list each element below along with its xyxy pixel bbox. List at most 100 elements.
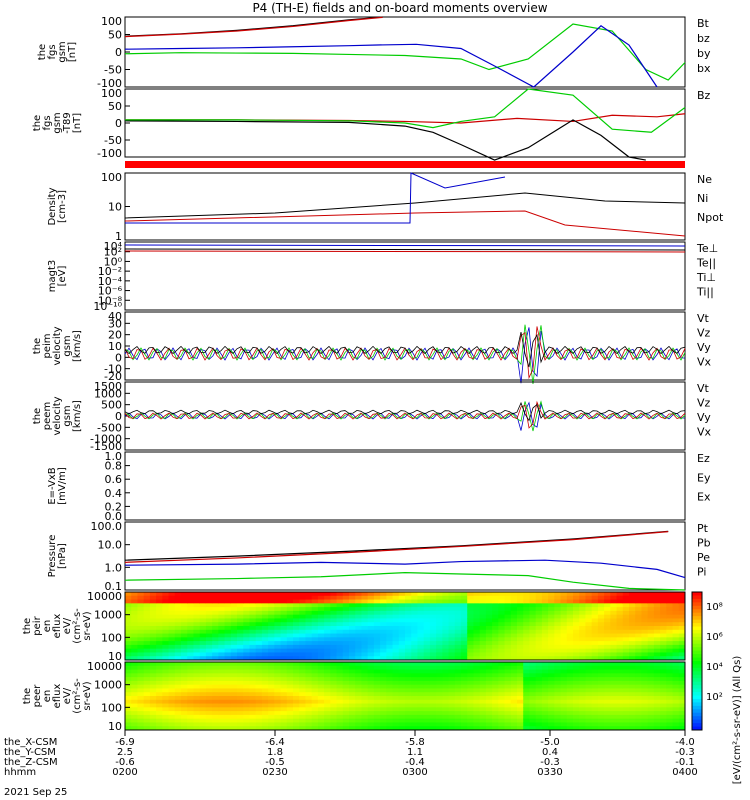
spectrogram-cell <box>205 703 213 708</box>
spectrogram-cell <box>168 680 176 686</box>
spectrogram-cell <box>274 633 282 638</box>
spectrogram-cell <box>342 599 350 604</box>
spectrogram-cell <box>529 614 537 619</box>
spectrogram-cell <box>523 722 530 727</box>
spectrogram-cell <box>373 592 381 597</box>
spectrogram-cell <box>610 665 618 671</box>
spectrogram-cell <box>224 703 232 708</box>
spectrogram-cell <box>237 696 244 701</box>
spectrogram-cell <box>255 626 263 631</box>
spectrogram-cell <box>249 633 257 638</box>
spectrogram-cell <box>597 622 605 627</box>
spectrogram-cell <box>324 656 331 661</box>
spectrogram-cell <box>286 711 294 716</box>
spectrogram-cell <box>218 692 226 697</box>
spectrogram-cell <box>517 610 524 616</box>
spectrogram-cell <box>573 677 580 682</box>
spectrogram-cell <box>398 688 406 693</box>
spectrogram-cell <box>641 684 649 689</box>
spectrogram-cell <box>324 629 331 635</box>
spectrogram-cell <box>541 696 549 701</box>
spectrogram-cell <box>448 618 456 623</box>
spectrogram-cell <box>504 665 512 671</box>
spectrogram-cell <box>293 599 300 604</box>
spectrogram-cell <box>380 614 387 619</box>
spectrogram-cell <box>324 622 331 627</box>
spectrogram-cell <box>629 592 636 597</box>
spectrogram-cell <box>131 644 138 650</box>
spectrogram-cell <box>622 714 630 720</box>
spectrogram-cell <box>311 688 319 693</box>
spectrogram-cell <box>330 722 338 727</box>
spectrogram-cell <box>610 614 618 619</box>
spectrogram-cell <box>485 711 493 716</box>
spectrogram-cell <box>386 637 394 642</box>
spectrogram-cell <box>336 703 344 708</box>
spectrogram-cell <box>411 614 418 619</box>
y-tick-label: 10⁻¹⁰ <box>93 300 122 313</box>
spectrogram-cell <box>417 665 425 671</box>
spectrogram-cell <box>361 673 369 678</box>
spectrogram-cell <box>629 595 636 601</box>
spectrogram-cell <box>579 677 586 682</box>
spectrogram-cell <box>336 711 344 716</box>
spectrogram-cell <box>498 684 506 689</box>
spectrogram-cell <box>174 599 182 604</box>
spectrogram-cell <box>330 673 338 678</box>
spectrogram-cell <box>417 610 425 616</box>
spectrogram-cell <box>448 684 456 689</box>
spectrogram-cell <box>330 622 338 627</box>
spectrogram-cell <box>255 629 263 635</box>
spectrogram-cell <box>286 692 294 697</box>
spectrogram-cell <box>454 726 462 731</box>
spectrogram-cell <box>349 669 356 674</box>
spectrogram-cell <box>498 696 506 701</box>
spectrogram-cell <box>405 726 412 731</box>
spectrogram-cell <box>678 673 686 678</box>
spectrogram-cell <box>181 665 188 671</box>
spectrogram-cell <box>629 711 636 716</box>
spectrogram-cell <box>591 629 599 635</box>
spectrogram-cell <box>237 692 244 697</box>
spectrogram-cell <box>193 595 201 601</box>
spectrogram-cell <box>131 629 138 635</box>
spectrogram-cell <box>523 692 530 697</box>
spectrogram-cell <box>666 644 674 650</box>
spectrogram-cell <box>168 711 176 716</box>
spectrogram-cell <box>324 633 331 638</box>
spectrogram-cell <box>230 610 238 616</box>
spectrogram-cell <box>336 610 344 616</box>
spectrogram-cell <box>398 722 406 727</box>
spectrogram-cell <box>237 610 244 616</box>
spectrogram-cell <box>224 592 232 597</box>
spectrogram-cell <box>423 711 431 716</box>
spectrogram-cell <box>330 629 338 635</box>
spectrogram-cell <box>616 707 624 712</box>
spectrogram-cell <box>573 626 580 631</box>
spectrogram-cell <box>660 641 667 646</box>
spectrogram-cell <box>280 622 288 627</box>
spectrogram-cell <box>566 684 574 689</box>
spectrogram-cell <box>137 722 145 727</box>
spectrogram-cell <box>461 629 468 635</box>
y-axis-label: eV/ <box>62 687 73 704</box>
spectrogram-cell <box>585 665 593 671</box>
spectrogram-cell <box>442 656 450 661</box>
spectrogram-cell <box>261 718 269 723</box>
spectrogram-cell <box>336 662 344 667</box>
spectrogram-cell <box>373 648 381 653</box>
spectrogram-cell <box>156 669 163 674</box>
spectrogram-cell <box>392 673 400 678</box>
spectrogram-cell <box>523 680 530 686</box>
spectrogram-cell <box>230 677 238 682</box>
legend-bz: bz <box>697 32 710 45</box>
spectrogram-cell <box>566 622 574 627</box>
spectrogram-cell <box>523 696 530 701</box>
spectrogram-cell <box>199 633 207 638</box>
spectrogram-cell <box>199 618 207 623</box>
series-Npot <box>125 172 506 224</box>
spectrogram-cell <box>597 595 605 601</box>
spectrogram-cell <box>541 692 549 697</box>
spectrogram-cell <box>442 644 450 650</box>
